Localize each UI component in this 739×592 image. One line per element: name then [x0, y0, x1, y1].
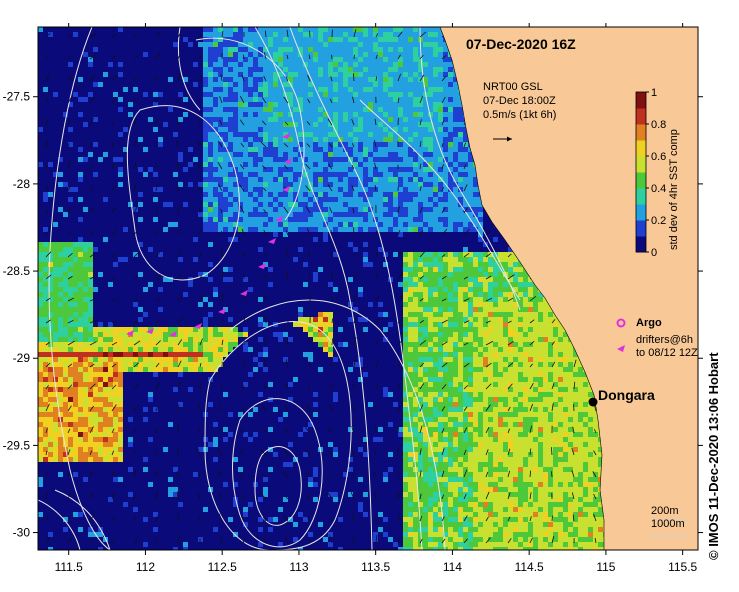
- drifters-label-line2: to 08/12 12Z: [636, 347, 698, 359]
- y-tick-label: -28.5: [3, 264, 31, 278]
- current-scale-arrow: [493, 136, 512, 142]
- current-model-label: NRT00 GSL: [483, 81, 543, 93]
- y-tick-label: -30: [13, 526, 31, 540]
- x-tick-label: 111.5: [55, 560, 84, 574]
- argo-legend-symbol: [616, 318, 626, 328]
- y-tick-label: -29.5: [3, 438, 31, 452]
- drifter-tracks: [126, 133, 292, 337]
- map-title: 07-Dec-2020 16Z: [466, 36, 576, 52]
- y-tick-label: -27.5: [3, 90, 31, 104]
- x-tick-label: 114: [443, 560, 462, 574]
- x-tick-label: 112: [136, 560, 155, 574]
- contour-legend-lines: [651, 519, 688, 537]
- colorbar-tick-label: 1: [651, 87, 657, 99]
- colorbar-tick-label: 0.4: [651, 183, 666, 195]
- colorbar: 0 0.2 0.4 0.6 0.8 1: [635, 87, 666, 259]
- drifter-legend-symbol: [617, 345, 625, 352]
- argo-label: Argo: [636, 317, 662, 329]
- x-tick-label: 112.5: [208, 560, 237, 574]
- place-label: Dongara: [598, 387, 655, 403]
- contour-legend-200: 200m: [651, 505, 679, 517]
- land-mass: [439, 27, 698, 550]
- bathymetry-contours: [38, 27, 521, 550]
- colorbar-tick-label: 0.2: [651, 215, 666, 227]
- x-tick-label: 115: [596, 560, 615, 574]
- x-tick-label: 115.5: [668, 560, 697, 574]
- current-scale-label: 0.5m/s (1kt 6h): [483, 109, 557, 121]
- drifters-label: drifters@6h to 08/12 12Z: [636, 334, 698, 360]
- y-tick-label: -29: [13, 351, 31, 365]
- x-tick-label: 114.5: [515, 560, 544, 574]
- x-axis: 111.5 112 112.5 113 113.5 114 114.5 115 115.5: [55, 23, 698, 574]
- current-legend: NRT00 GSL 07-Dec 18:00Z 0.5m/s (1kt 6h): [483, 80, 556, 122]
- y-axis: -27.5 -28 -28.5 -29 -29.5 -30: [3, 90, 703, 540]
- contour-legend: 200m 1000m: [651, 505, 685, 531]
- colorbar-tick-label: 0.6: [651, 151, 666, 163]
- colorbar-title: std dev of 4hr SST comp: [668, 129, 680, 250]
- colorbar-tick-label: 0.8: [651, 119, 666, 131]
- drifters-label-line1: drifters@6h: [636, 334, 694, 346]
- credit-text: © IMOS 11-Dec-2020 13:06 Hobart: [706, 352, 721, 560]
- plot-frame: [37, 26, 699, 551]
- colorbar-tick-label: 0: [651, 247, 657, 259]
- y-tick-label: -28: [13, 177, 31, 191]
- dongara-marker: [588, 397, 598, 407]
- contour-legend-1000: 1000m: [651, 518, 685, 530]
- x-tick-label: 113: [289, 560, 308, 574]
- current-time-label: 07-Dec 18:00Z: [483, 95, 556, 107]
- x-tick-label: 113.5: [361, 560, 390, 574]
